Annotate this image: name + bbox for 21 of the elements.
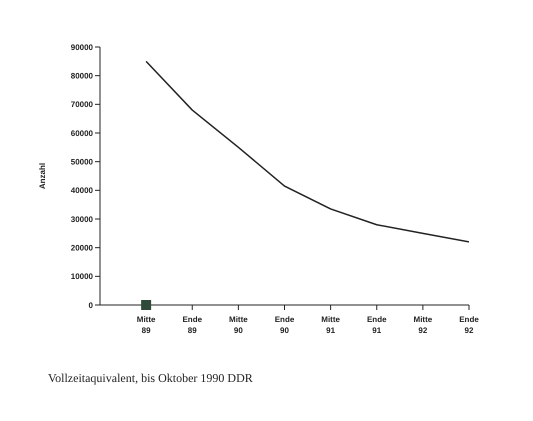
x-tick-label: Ende 90 (274, 315, 295, 335)
line-series (145, 60, 469, 243)
y-tick-label: 60000 (70, 128, 94, 138)
y-tick-label: 20000 (70, 244, 94, 253)
x-tick-label: Ende 89 (182, 315, 203, 335)
y-tick-label: 90000 (70, 42, 94, 52)
y-tick-label: 40000 (70, 186, 94, 196)
text: Vollzeitaquivalent, bis Oktober 1990 DDR (48, 371, 254, 386)
y-tick-label: 0 (88, 300, 94, 310)
x-tick-label: Ende 92 (459, 315, 480, 335)
x-tick-label: Ende 91 (366, 315, 388, 335)
y-tick-label: 50000 (70, 158, 94, 167)
y-tick-label: 30000 (70, 214, 94, 224)
x-tick-label: Mitte 92 (414, 315, 433, 335)
y-tick-label: 10000 (70, 272, 94, 282)
y-tick-label: 70000 (70, 100, 94, 110)
x-tick-label: Mitte 91 (321, 315, 341, 335)
x-tick-label: Mitte 89 (136, 315, 156, 335)
y-tick-label: 80000 (70, 72, 94, 81)
y-axis-title: Anzahl (38, 162, 47, 190)
x-tick-label: Mitte 90 (229, 315, 248, 335)
